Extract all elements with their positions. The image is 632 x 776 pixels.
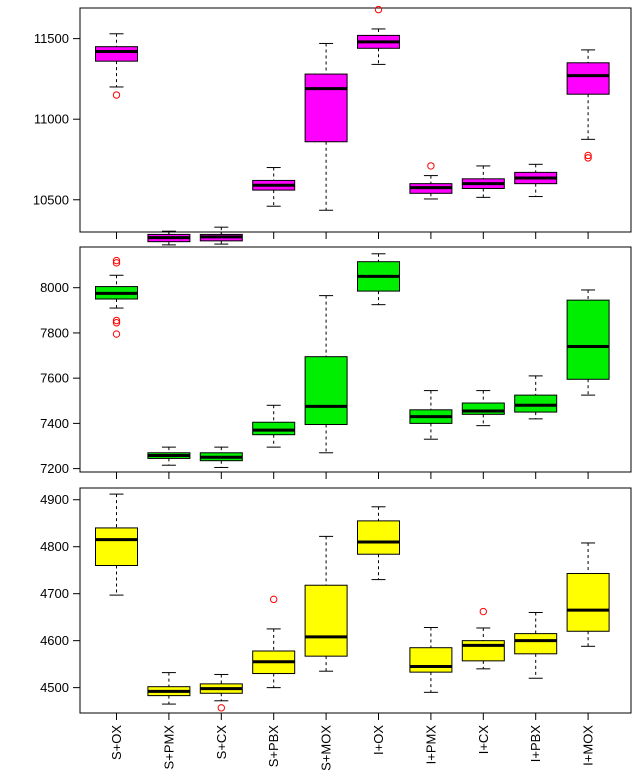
panel-middle: 7200 7400 7600 7800 8000 [40, 246, 632, 479]
plot-frame [79, 487, 632, 714]
x-tick-label: S+MOX [319, 725, 334, 771]
box-S+OX [95, 493, 138, 596]
outlier-point [112, 259, 121, 267]
panel-bottom: 4500 4600 4700 4800 4900 S+OX S+PMX S+CX S+PBX S+… [40, 487, 632, 771]
box-I+MOX [566, 542, 610, 647]
plot-frame [79, 7, 632, 233]
outlier-point [112, 91, 121, 99]
y-tick-label: 11000 [34, 112, 69, 127]
x-tick-label: S+PMX [161, 725, 176, 770]
box-I+CX [461, 607, 505, 670]
x-tick-label: I+CX [476, 725, 491, 755]
box-S+PMX [147, 446, 191, 466]
box-I+MOX [566, 289, 610, 396]
outlier-point [112, 330, 121, 338]
y-tick-label: 10500 [33, 192, 69, 207]
x-tick-label: S+CX [214, 725, 229, 760]
outlier-point [374, 5, 383, 14]
y-tick-label: 7200 [40, 461, 69, 476]
box-iqr [461, 640, 505, 662]
y-tick-label: 7400 [40, 416, 69, 431]
outlier-point [112, 319, 121, 327]
box-S+PBX [252, 404, 296, 448]
box-S+PBX [252, 595, 296, 689]
box-I+OX [357, 5, 400, 65]
box-iqr [409, 647, 453, 673]
box-iqr [357, 520, 400, 555]
box-I+CX [461, 390, 505, 427]
box-iqr [514, 394, 558, 413]
box-I+MOX [566, 49, 610, 162]
box-iqr [252, 421, 296, 436]
box-S+PMX [147, 230, 191, 246]
box-I+CX [461, 165, 505, 198]
box-I+PMX [409, 162, 453, 200]
box-S+PMX [147, 672, 191, 705]
box-S+OX [95, 256, 138, 338]
box-I+PMX [409, 390, 453, 440]
box-S+CX [199, 446, 243, 468]
box-iqr [304, 584, 348, 657]
box-S+PBX [252, 167, 296, 207]
x-tick-label: I+PBX [528, 725, 543, 763]
x-tick-label: S+PBX [266, 725, 281, 768]
box-S+MOX [304, 42, 348, 211]
box-I+OX [357, 506, 400, 581]
outlier-point [270, 595, 278, 604]
x-tick-label: I+PMX [423, 725, 438, 765]
outlier-point [427, 162, 435, 170]
x-tick-label: S+OX [109, 725, 124, 760]
outlier-point [584, 154, 592, 162]
box-S+CX [199, 673, 243, 712]
box-I+PBX [514, 163, 558, 198]
x-tick-label: I+MOX [581, 725, 596, 766]
box-iqr [566, 299, 610, 380]
y-tick-label: 7800 [40, 325, 69, 340]
box-S+OX [95, 33, 138, 99]
box-iqr [304, 356, 348, 426]
outlier-point [479, 607, 487, 616]
box-iqr [304, 73, 348, 143]
y-tick-label: 7600 [40, 371, 69, 386]
outlier-point [584, 151, 592, 160]
outlier-point [112, 316, 121, 325]
box-iqr [566, 62, 610, 95]
box-I+PMX [409, 627, 453, 693]
plot-frame [79, 246, 632, 473]
box-iqr [95, 46, 138, 62]
box-S+CX [199, 226, 243, 245]
box-I+PBX [514, 611, 558, 679]
box-S+MOX [304, 295, 348, 454]
box-iqr [95, 527, 138, 567]
box-iqr [461, 402, 505, 415]
x-tick-label: I+OX [371, 725, 386, 755]
y-tick-label: 4600 [40, 633, 69, 648]
y-tick-label: 4500 [40, 680, 69, 695]
y-tick-label: 4900 [40, 492, 69, 507]
y-tick-label: 8000 [40, 280, 69, 295]
y-tick-label: 4700 [40, 586, 69, 601]
box-I+OX [357, 253, 400, 306]
box-iqr [514, 633, 558, 655]
box-iqr [566, 572, 610, 632]
y-tick-label: 4800 [40, 539, 69, 554]
y-tick-label: 11500 [34, 31, 69, 46]
box-S+MOX [304, 535, 348, 672]
outlier-point [112, 256, 121, 265]
outlier-point [217, 704, 226, 712]
box-I+PBX [514, 375, 558, 420]
panel-top: 10500 11000 11500 [33, 5, 632, 246]
